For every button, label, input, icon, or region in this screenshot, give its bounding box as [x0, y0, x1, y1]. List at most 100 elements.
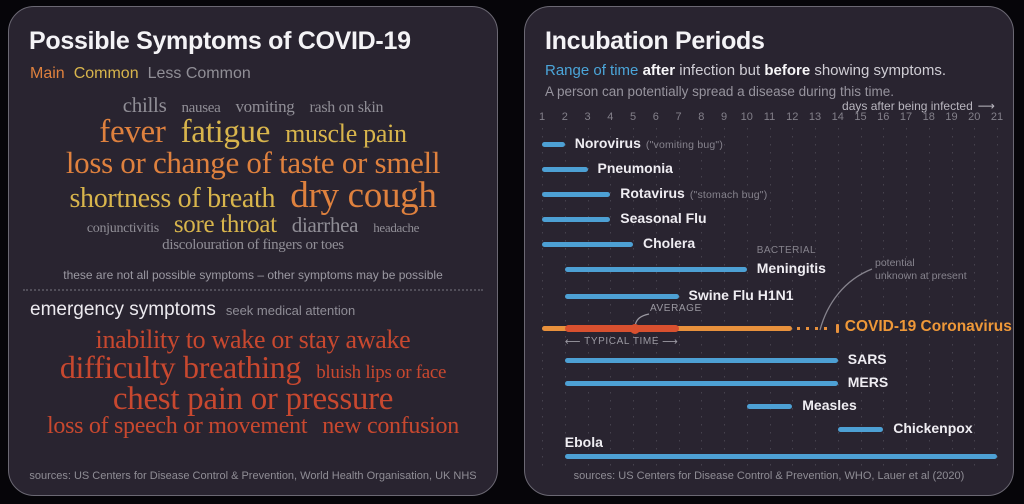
disease-kicker: BACTERIAL	[756, 245, 816, 256]
cloud-line: loss of speech or movement new confusion	[47, 413, 459, 440]
cloud-line: fever fatigue muscle pain	[99, 113, 407, 150]
incubation-bar	[542, 242, 633, 247]
axis-tick-label: 19	[945, 111, 958, 123]
right-arrow-icon: ⟶	[662, 335, 679, 348]
subtitle-part: before	[764, 62, 811, 79]
incubation-panel: Incubation Periods Range of time after i…	[524, 6, 1014, 496]
legend-item-common: Common	[73, 65, 139, 82]
cloud-line: conjunctivitis sore throat diarrhea headach…	[86, 211, 420, 239]
covid-end-tick	[835, 324, 839, 333]
disease-label: SARS	[848, 351, 887, 367]
incubation-bar	[746, 404, 793, 409]
cloud-word: fatigue	[180, 113, 271, 150]
gridline	[701, 128, 703, 466]
axis-tick-label: 13	[808, 111, 822, 123]
cloud-word: headache	[373, 220, 420, 236]
right-arrow-icon: ⟶	[977, 99, 995, 113]
covid-dotted-line	[797, 327, 833, 330]
cloud-word: conjunctivitis	[86, 221, 159, 237]
incubation-title: Incubation Periods	[545, 27, 765, 55]
cloud-word: sore throat	[173, 211, 277, 239]
axis-tick-label: 5	[629, 111, 637, 123]
incubation-bar	[564, 454, 997, 459]
disease-name: Seasonal Flu	[620, 210, 707, 226]
gridline	[724, 128, 725, 466]
cloud-word: vomiting	[235, 97, 295, 116]
disease-label: Measles	[802, 397, 856, 413]
cloud-word: chest pain or pressure	[112, 381, 394, 418]
gridline	[928, 128, 930, 466]
disease-name: Norovirus	[574, 135, 641, 151]
disease-label: Cholera	[643, 235, 695, 251]
average-connector-curve	[634, 313, 650, 325]
disease-label: Seasonal Flu	[620, 210, 706, 226]
disease-label: Meningitis	[757, 260, 826, 276]
axis-tick-label: 11	[763, 111, 776, 123]
cloud-word: loss of speech or movement	[47, 413, 308, 440]
symptoms-wordcloud: chills nausea vomiting rash on skin fever fat…	[15, 94, 491, 252]
disease-note: ("vomiting bug")	[645, 139, 724, 151]
cloud-word: new confusion	[322, 413, 459, 440]
cloud-line: difficulty breathing bluish lips or face	[60, 351, 447, 383]
axis-caption-text: days after being infected	[842, 99, 973, 113]
cloud-word: nausea	[181, 100, 221, 116]
cloud-line: loss or change of taste or smell	[66, 147, 441, 178]
cloud-word: dry cough	[290, 174, 437, 216]
disease-name: Meningitis	[756, 260, 826, 276]
potential-note-line: potential	[875, 257, 915, 269]
gridline	[746, 128, 748, 466]
gridline	[883, 128, 885, 466]
axis-tick-label: 3	[584, 111, 591, 123]
cloud-word: diarrhea	[291, 213, 359, 238]
axis-tick-label: 16	[877, 111, 890, 123]
cloud-word: inability to wake or stay awake	[95, 325, 411, 354]
axis-tick-label: 9	[720, 111, 728, 123]
disease-name: MERS	[847, 374, 889, 390]
gridline	[906, 128, 907, 466]
disease-name: Cholera	[643, 235, 696, 251]
disease-name: Rotavirus	[620, 185, 685, 201]
axis-tick-label: 12	[786, 111, 799, 123]
axis-tick-label: 8	[698, 111, 705, 123]
disease-name: Swine Flu H1N1	[688, 287, 794, 303]
emergency-subtitle: seek medical attention	[225, 303, 356, 318]
symptoms-note: these are not all possible symptoms – ot…	[63, 268, 443, 282]
incubation-bar	[542, 192, 611, 197]
gridline	[542, 128, 543, 466]
subtitle-part: infection but	[679, 62, 761, 79]
incubation-bar	[564, 358, 838, 363]
cloud-line: inability to wake or stay awake	[95, 325, 411, 354]
disease-label: Pneumonia	[598, 160, 673, 176]
disease-label: Chickenpox	[893, 420, 972, 436]
dotted-divider	[23, 289, 483, 291]
incubation-bar	[542, 142, 565, 147]
axis-tick-label: 21	[990, 111, 1004, 123]
cloud-word: fever	[99, 113, 166, 150]
incubation-bar	[564, 381, 838, 386]
legend-item-less: Less Common	[147, 65, 251, 82]
axis-tick-label: 2	[561, 111, 568, 123]
axis-tick-label: 15	[854, 111, 867, 123]
incubation-chart: 1 2 3 4 5 6 7 8 9 10 11 12 13 14 15 16 17 18 19 20 21 Norovir…	[525, 7, 1015, 497]
disease-name: Measles	[802, 397, 857, 413]
gridline	[678, 128, 680, 466]
covid-average-dot	[630, 323, 641, 334]
axis-tick-label: 17	[899, 111, 913, 123]
incubation-bar	[837, 427, 884, 432]
subtitle-part: Range of time	[545, 62, 639, 79]
axis-tick-label: 18	[922, 111, 935, 123]
gridline	[837, 128, 839, 466]
emergency-title: emergency symptoms	[30, 299, 216, 320]
incubation-bar	[564, 267, 747, 272]
gridline	[974, 128, 976, 466]
emergency-wordcloud: inability to wake or stay awake difficult…	[15, 325, 491, 440]
disease-name: SARS	[847, 351, 887, 367]
symptoms-legend: Main Common Less Common	[30, 65, 260, 83]
axis-tick-label: 10	[740, 111, 753, 123]
cloud-word: shortness of breath	[69, 182, 276, 214]
incubation-subtitle-2: A person can potentially spread a diseas…	[545, 84, 894, 99]
incubation-bar	[564, 294, 679, 299]
axis-caption: days after being infected ⟶	[842, 99, 995, 113]
gridline	[997, 128, 998, 466]
